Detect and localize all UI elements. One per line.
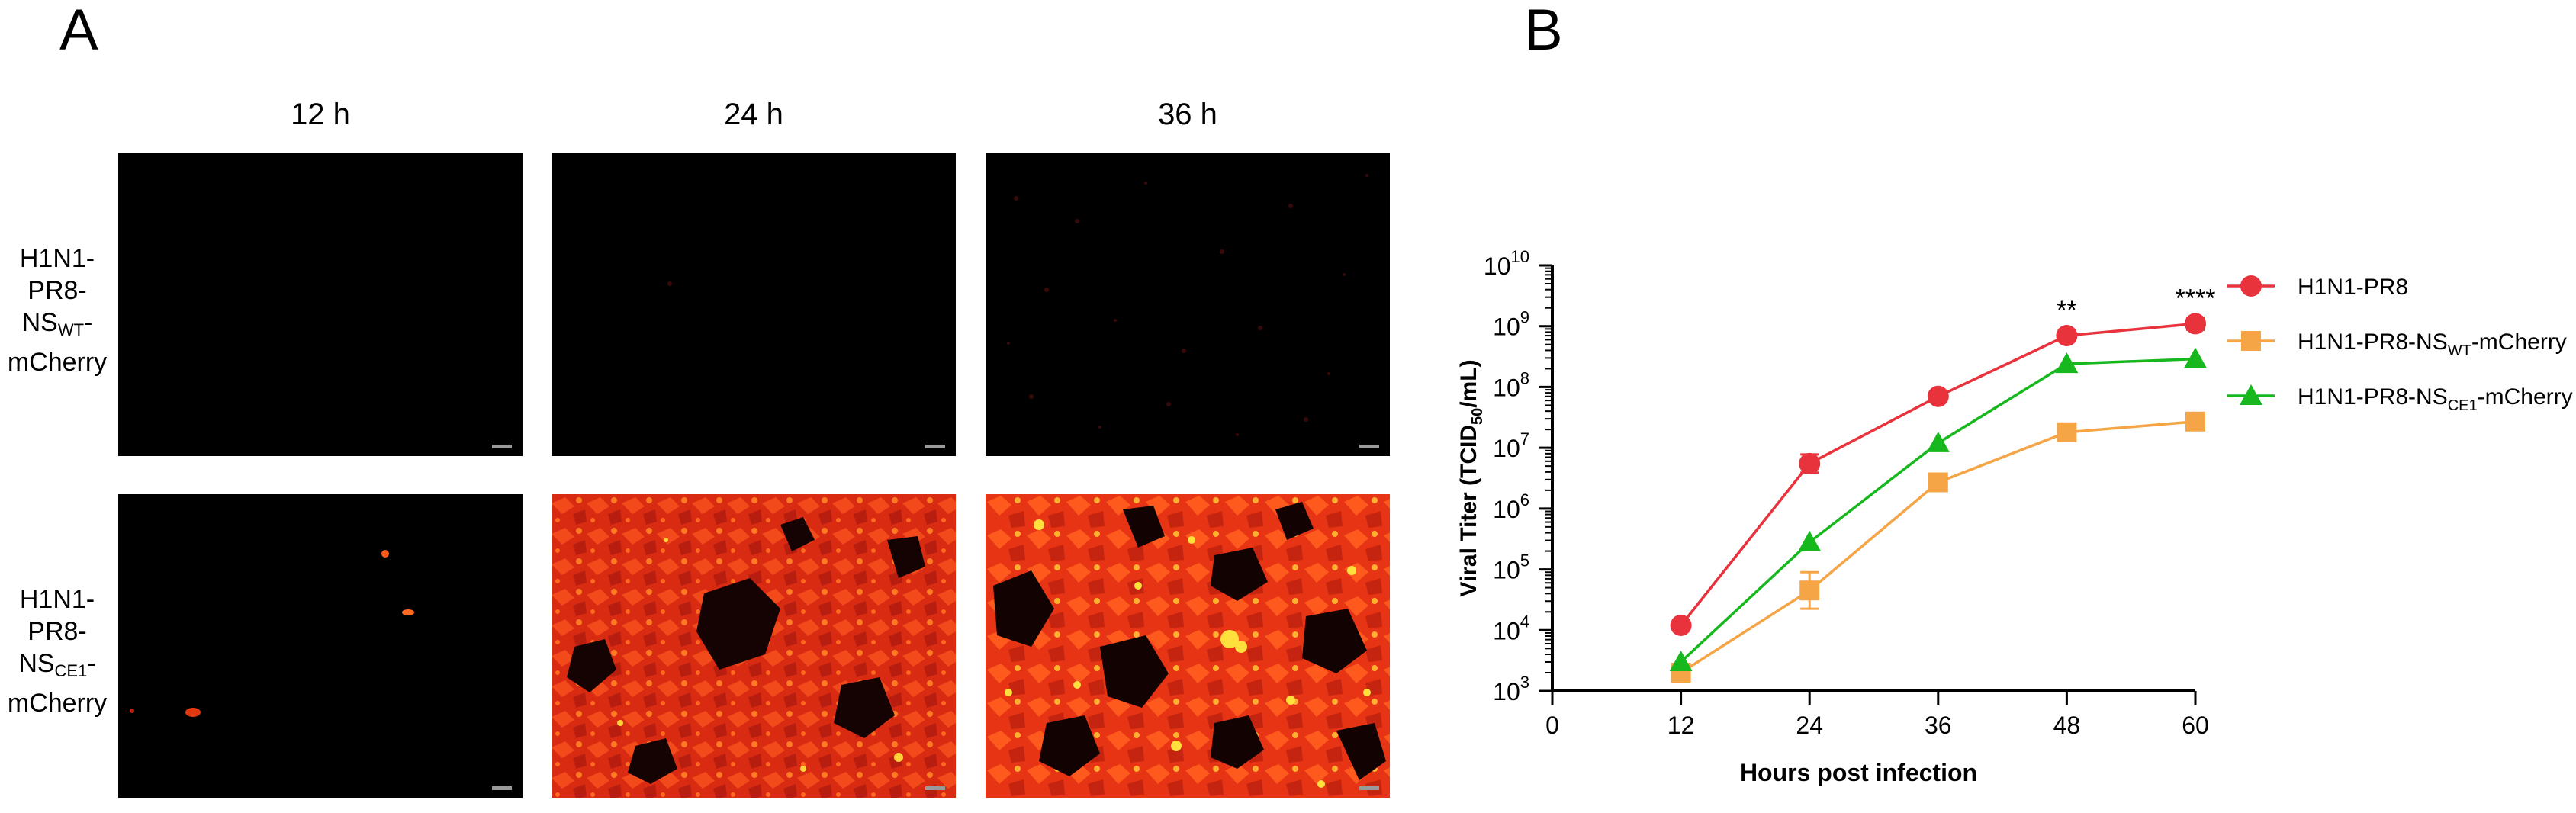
y-tick-label-3: 103 — [1493, 673, 1529, 705]
legend-marker — [2240, 275, 2262, 297]
x-tick-label-36: 36 — [1925, 712, 1952, 739]
y-tick-label-4: 104 — [1493, 612, 1529, 644]
micrograph-wt-12h — [118, 153, 523, 456]
panel-letter-b: B — [1524, 0, 1563, 63]
y-tick-label-9: 109 — [1493, 308, 1529, 341]
series-1 — [1671, 411, 2205, 683]
data-point — [1927, 385, 1949, 407]
data-point — [1798, 530, 1822, 551]
legend-item-2: H1N1-PR8-NSCE1-mCherry — [2227, 384, 2573, 414]
x-tick-label-24: 24 — [1796, 712, 1823, 739]
x-tick-label-60: 60 — [2182, 712, 2209, 739]
data-point — [2185, 411, 2205, 432]
row-label-ns-wt: H1N1- PR8- NSWT- mCherry — [7, 244, 108, 377]
series-0 — [1670, 313, 2206, 636]
viral-titer-chart: 103 104 105 106 107 108 109 1010 0 12 24 36 48 60 Hour… — [1456, 247, 2573, 786]
legend-item-0: H1N1-PR8 — [2227, 275, 2408, 300]
column-header-24h: 24 h — [724, 98, 783, 131]
legend-label: H1N1-PR8-NSCE1-mCherry — [2298, 384, 2573, 414]
row-label-ns-ce1: H1N1- PR8- NSCE1- mCherry — [7, 585, 108, 718]
x-tick-label-48: 48 — [2053, 712, 2081, 739]
micrograph-ce1-36h — [986, 494, 1390, 798]
micrograph-wt-24h — [552, 153, 956, 456]
y-tick-label-8: 108 — [1493, 368, 1529, 401]
legend-marker — [2241, 331, 2261, 351]
legend-label: H1N1-PR8-NSWT-mCherry — [2298, 329, 2567, 359]
data-point — [1926, 431, 1950, 452]
legend-label: H1N1-PR8 — [2298, 275, 2408, 300]
y-axis-label: Viral Titer (TCID50/mL) — [1456, 359, 1486, 596]
data-point — [1669, 650, 1693, 671]
series-line — [1680, 420, 2196, 674]
data-point — [2055, 352, 2079, 374]
y-tick-label-10: 1010 — [1484, 247, 1529, 280]
legend-item-1: H1N1-PR8-NSWT-mCherry — [2227, 329, 2567, 359]
data-point — [2185, 313, 2206, 335]
significance-label-1: **** — [2176, 284, 2216, 313]
data-point — [2057, 422, 2077, 442]
column-header-12h: 12 h — [291, 98, 350, 131]
panel-letter-a: A — [59, 0, 98, 63]
micrograph-ce1-12h — [118, 494, 523, 798]
micrograph-wt-36h — [986, 153, 1390, 456]
x-axis-label: Hours post infection — [1740, 759, 1977, 786]
micrograph-ce1-24h — [552, 494, 956, 798]
column-header-36h: 36 h — [1158, 98, 1217, 131]
y-tick-label-6: 106 — [1493, 490, 1529, 523]
significance-label-0: ** — [2057, 296, 2076, 325]
data-point — [1799, 452, 1821, 474]
series-2 — [1669, 347, 2207, 671]
x-tick-label-12: 12 — [1667, 712, 1695, 739]
data-point — [1799, 580, 1820, 601]
y-tick-label-5: 105 — [1493, 551, 1529, 584]
y-tick-label-7: 107 — [1493, 429, 1529, 462]
legend-marker — [2240, 384, 2262, 405]
data-point — [2184, 347, 2207, 368]
x-tick-label-0: 0 — [1545, 712, 1559, 739]
data-point — [1670, 614, 1692, 636]
data-point — [1928, 472, 1948, 493]
data-point — [2056, 325, 2078, 347]
